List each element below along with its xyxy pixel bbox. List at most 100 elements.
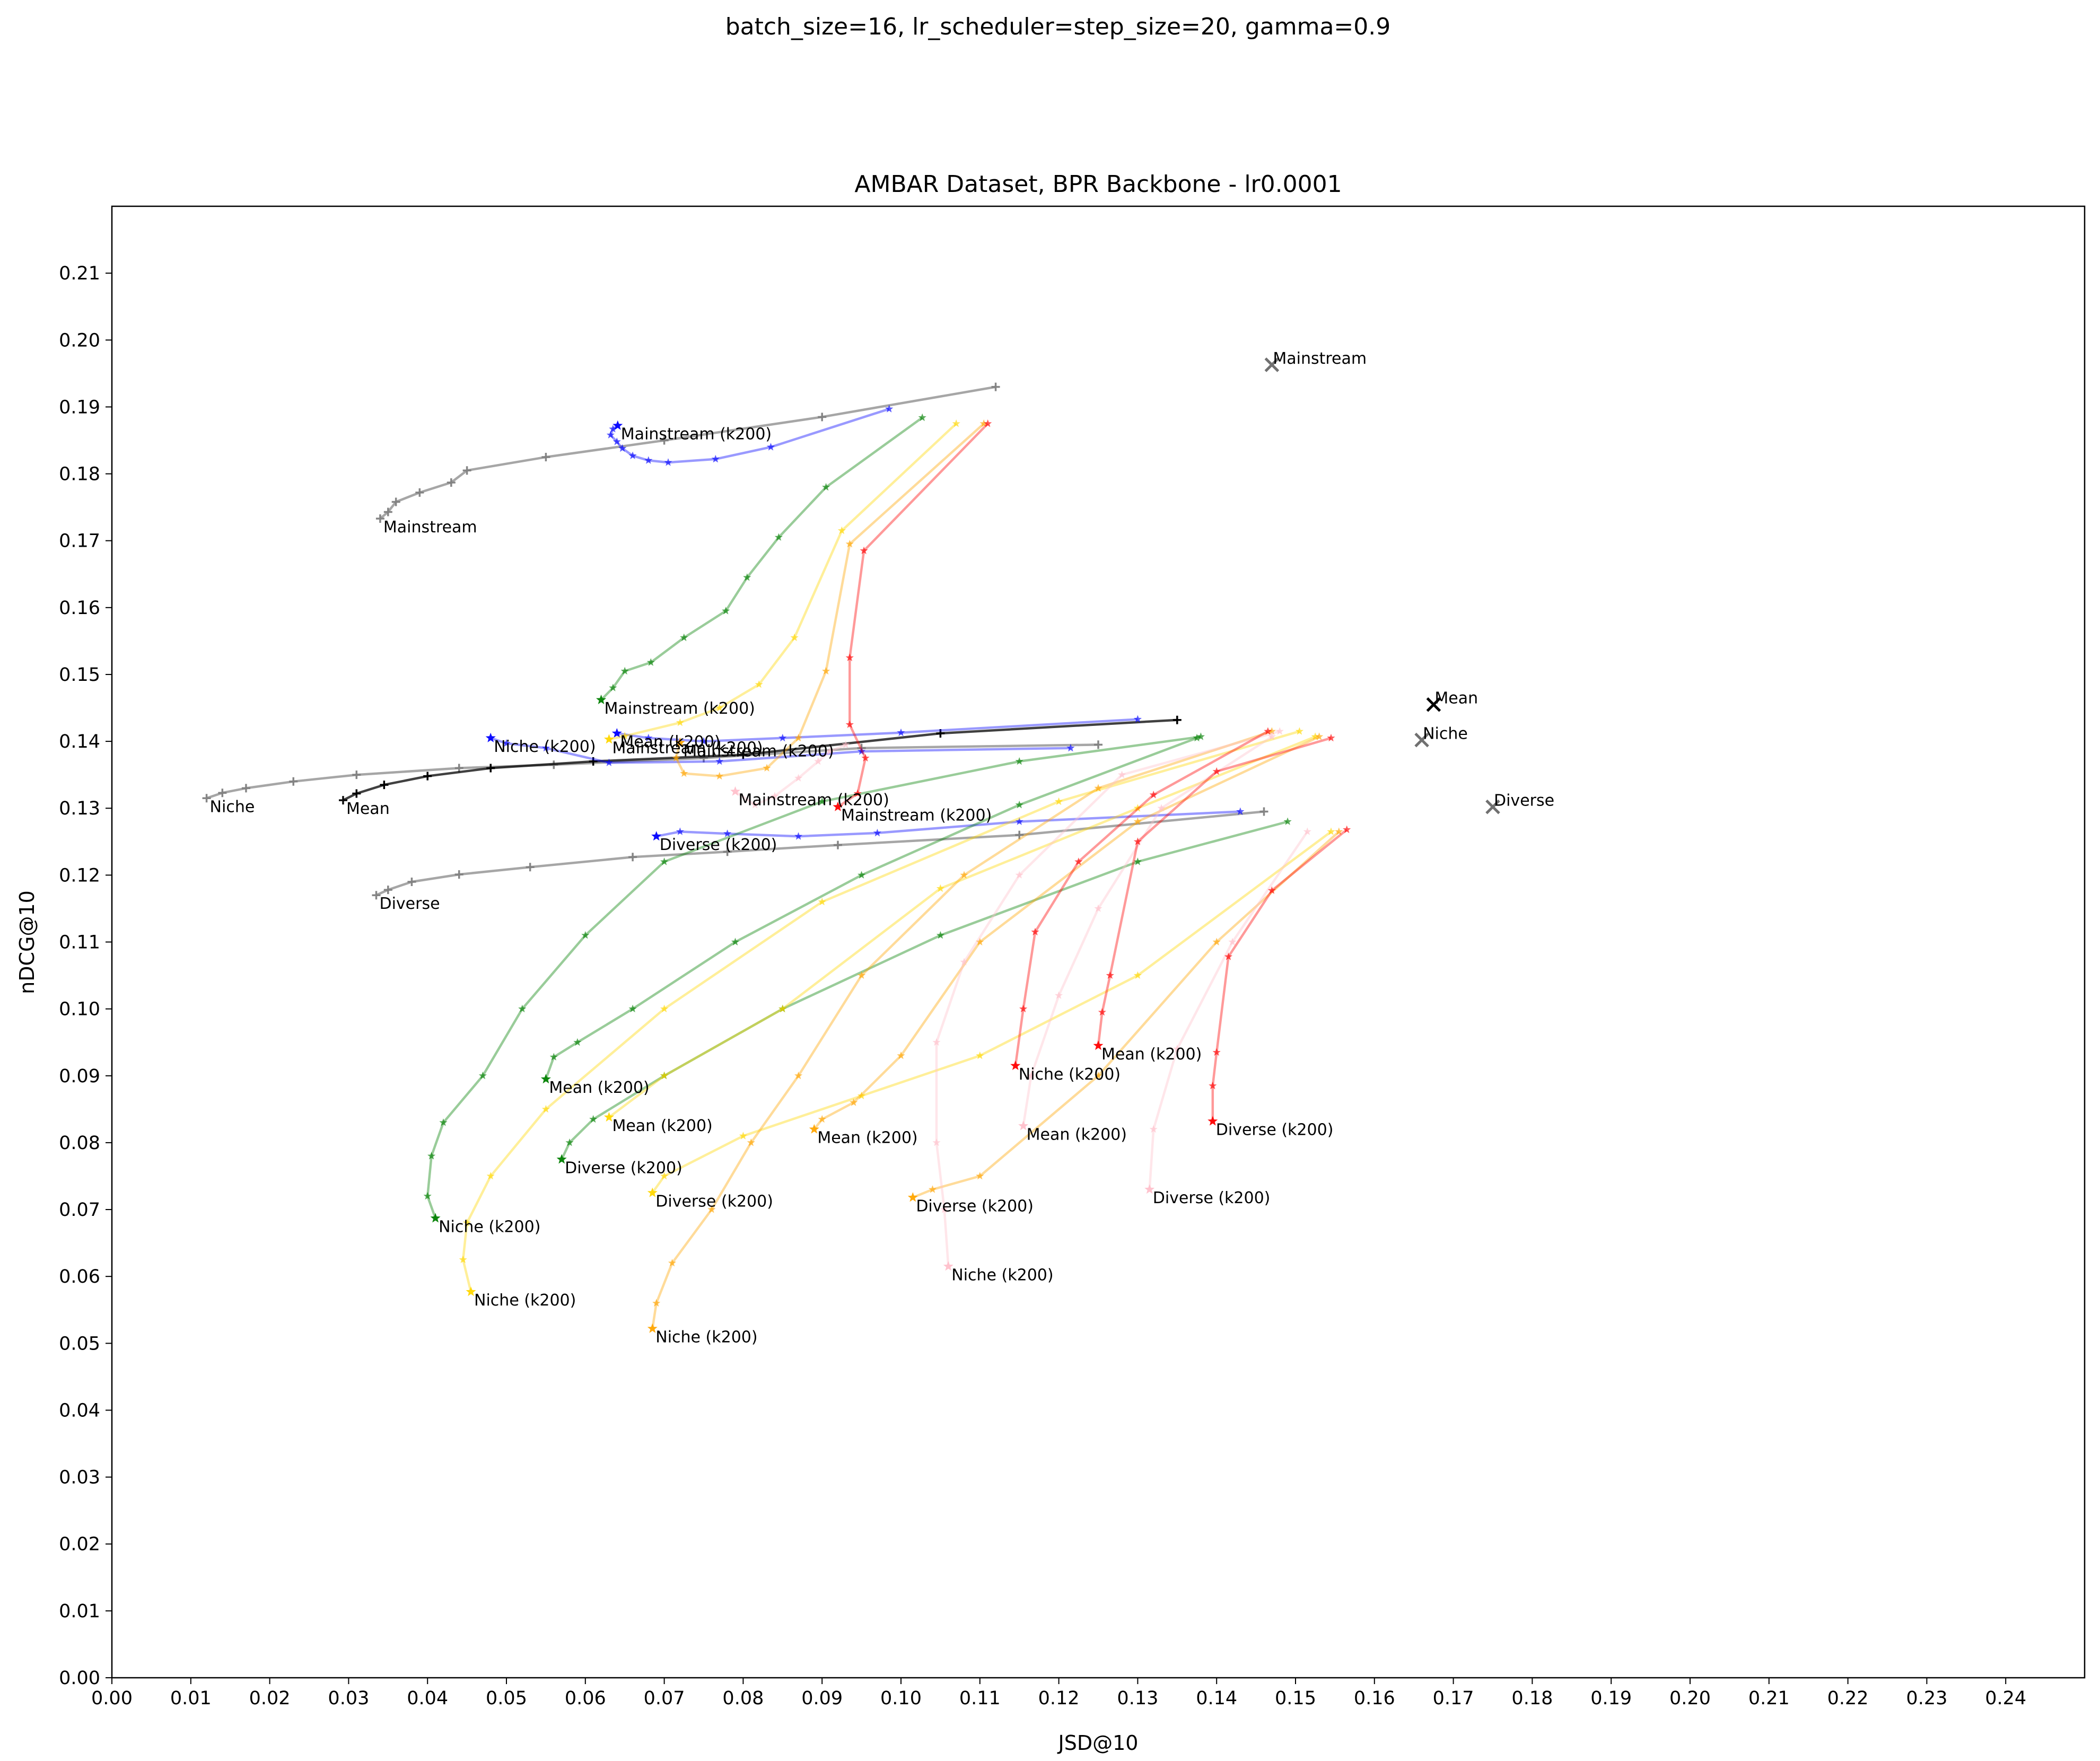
series-line [651,807,1245,841]
series-line [338,715,1182,805]
data-point [644,733,653,742]
y-tick-label: 0.05 [59,1333,100,1354]
data-point [747,1138,755,1146]
point-label: Diverse (k200) [1216,1121,1334,1140]
data-point [1031,927,1039,936]
x-tick-label: 0.24 [1985,1688,2026,1709]
point-label: Niche (k200) [1019,1065,1121,1084]
data-point [540,1074,551,1084]
data-point [1010,1060,1021,1070]
series-path [375,810,1264,897]
series-line [809,732,1324,1134]
x-axis-label: JSD@10 [1057,1731,1139,1755]
figure-suptitle: batch_size=16, lr_scheduler=step_size=20… [725,13,1391,40]
data-point [928,1185,937,1193]
data-point [861,754,870,762]
data-point [858,871,866,879]
x-tick-label: 0.15 [1275,1688,1316,1709]
series-path [935,730,1280,1267]
axes-title: AMBAR Dataset, BPR Backbone - lr0.0001 [854,171,1342,198]
y-axis: 0.00 0.01 0.02 0.03 0.04 0.05 0.06 0.07 0.08 0.09… [59,263,112,1689]
data-point [755,680,763,688]
data-point [1149,1125,1158,1133]
x-tick-label: 0.17 [1433,1688,1474,1709]
data-point [1264,727,1272,735]
data-point [932,1038,941,1046]
data-point [462,466,471,475]
y-tick-label: 0.19 [59,397,100,418]
data-point [502,739,511,747]
point-label: Mainstream (k200) [683,742,834,761]
data-point [541,453,550,462]
data-point [1157,804,1166,812]
data-point [391,497,400,506]
series-path [608,423,957,741]
data-point [1311,732,1319,740]
data-point [660,857,669,865]
data-point [897,1051,905,1059]
data-point [699,737,708,745]
data-point [589,1115,598,1123]
data-point [976,1172,984,1180]
data-point [979,419,988,427]
data-point [739,1132,747,1140]
data-point [660,1004,669,1013]
data-point [936,931,944,939]
data-point [818,897,826,906]
data-point [427,1152,436,1160]
series-path [600,416,923,701]
data-point [463,1219,471,1226]
data-point [763,764,771,772]
data-point [618,444,627,452]
data-point [218,788,227,798]
series-path [616,718,1138,743]
series-path [651,730,1273,1329]
data-point [858,1091,866,1100]
series-line [603,732,1319,1122]
y-tick-label: 0.01 [59,1601,100,1622]
data-point [1144,1184,1155,1194]
data-point [423,772,432,781]
data-point [1098,1007,1106,1016]
y-tick-label: 0.03 [59,1467,100,1488]
point-label: Mean (k200) [1027,1125,1127,1144]
data-point [723,847,732,856]
data-point [352,770,361,779]
series-path [1022,735,1273,1126]
data-point [794,1071,803,1080]
point-label: Niche (k200) [494,738,596,756]
data-point [675,737,685,747]
data-point [660,1172,669,1180]
y-tick-label: 0.13 [59,798,100,819]
point-label: Diverse (k200) [655,1193,773,1211]
data-point [1094,740,1102,749]
data-point [664,458,672,466]
data-point [1133,837,1142,845]
data-point [1267,727,1276,735]
series-line [647,727,1276,1333]
reference-point [1426,697,1441,712]
data-point [723,829,732,837]
x-tick-label: 0.00 [91,1688,133,1709]
x-tick-label: 0.11 [959,1688,1001,1709]
y-tick-label: 0.20 [59,330,100,351]
data-point [809,1124,819,1134]
data-point [1283,817,1292,825]
data-point [774,533,783,541]
data-point [1295,727,1303,735]
data-point [573,1038,582,1046]
data-point [1275,727,1284,735]
data-point [976,1051,984,1059]
point-label: Diverse (k200) [565,1159,682,1177]
x-tick-label: 0.23 [1906,1688,1947,1709]
y-tick-label: 0.17 [59,531,100,552]
x-tick-label: 0.09 [801,1688,843,1709]
x-tick-label: 0.14 [1196,1688,1237,1709]
data-point [628,853,637,862]
data-point [833,801,843,811]
reference-point [1264,357,1280,372]
series-line [603,419,960,744]
data-point [699,754,708,763]
data-point [794,832,803,840]
data-point [372,891,381,900]
